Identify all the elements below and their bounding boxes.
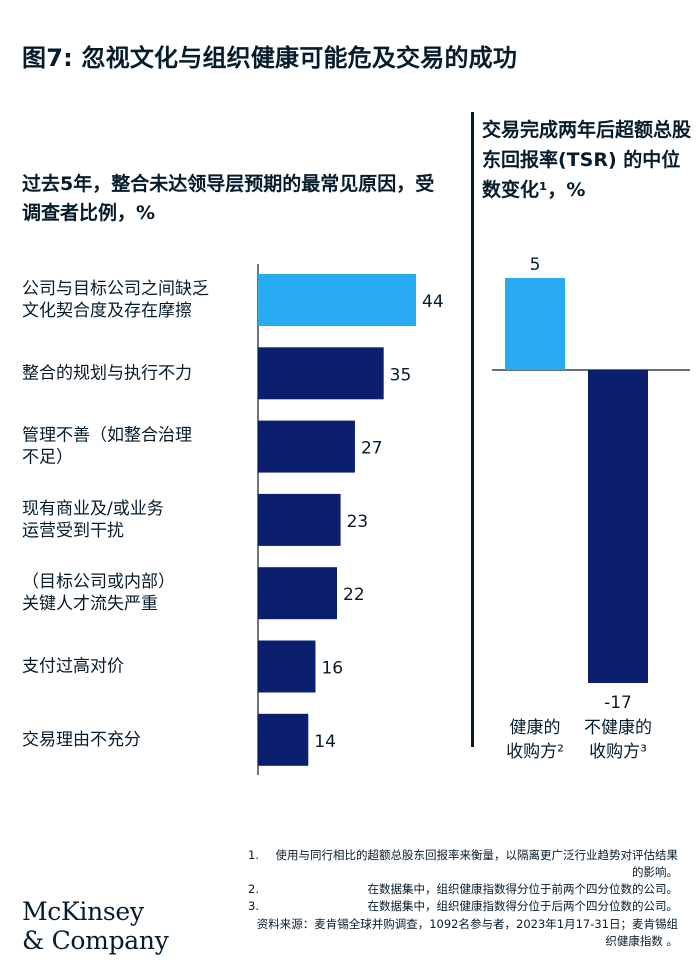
- tsr-value-label-0: 5: [530, 255, 541, 275]
- category-label-5: 支付过高对价: [22, 657, 124, 677]
- mckinsey-logo: McKinsey & Company: [22, 897, 169, 955]
- category-label-2: 管理不善（如整合治理不足）: [22, 426, 192, 468]
- value-label-3: 23: [347, 512, 369, 532]
- value-label-2: 27: [361, 439, 383, 459]
- bar-5: [258, 640, 316, 693]
- bar-2: [258, 420, 355, 473]
- category-label-6: 交易理由不充分: [22, 730, 141, 750]
- tsr-category-label-1: 不健康的收购方³: [584, 718, 652, 762]
- tsr-category-label-0: 健康的收购方²: [506, 718, 564, 762]
- left-chart-title: 过去5年，整合未达领导层预期的最常见原因，受调查者比例，%: [22, 173, 435, 224]
- footnote-number: 1.: [248, 848, 259, 862]
- bar-6: [258, 713, 309, 766]
- tsr-bar-0: [505, 277, 565, 370]
- panel-divider: [471, 112, 474, 747]
- footnote-text: 使用与同行相比的超额总股东回报率来衡量，以隔离更广泛行业趋势对评估结果的影响。: [275, 848, 679, 879]
- logo-line-2: & Company: [22, 926, 169, 955]
- bar-4: [258, 567, 337, 620]
- value-label-4: 22: [343, 585, 365, 605]
- logo-line-1: McKinsey: [22, 897, 144, 926]
- footnote-text: 在数据集中，组织健康指数得分位于后两个四分位数的公司。: [367, 899, 679, 913]
- value-label-6: 14: [314, 732, 336, 752]
- source-note: 资料来源：麦肯锡全球并购调查，1092名参与者，2023年1月17-31日；麦肯…: [256, 917, 678, 948]
- category-label-0: 公司与目标公司之间缺乏文化契合度及存在摩擦: [22, 279, 209, 321]
- value-label-1: 35: [390, 365, 412, 385]
- footnotes: 1. 使用与同行相比的超额总股东回报率来衡量，以隔离更广泛行业趋势对评估结果的影响…: [248, 847, 678, 950]
- footnote-1: 1. 使用与同行相比的超额总股东回报率来衡量，以隔离更广泛行业趋势对评估结果的影响…: [248, 847, 678, 881]
- right-bar-chart: 5 健康的收购方² -17 不健康的收购方³: [492, 255, 690, 762]
- bar-3: [258, 493, 341, 546]
- footnote-number: 2.: [248, 882, 259, 896]
- tsr-bar-1: [588, 370, 648, 683]
- figure-title: 图7: 忽视文化与组织健康可能危及交易的成功: [22, 44, 518, 72]
- bar-1: [258, 347, 384, 400]
- value-label-5: 16: [321, 659, 343, 679]
- category-label-3: 现有商业及/或业务运营受到干扰: [22, 499, 164, 541]
- category-label-1: 整合的规划与执行不力: [22, 363, 192, 383]
- footnote-text: 在数据集中，组织健康指数得分位于前两个四分位数的公司。: [367, 882, 679, 896]
- footnote-number: 3.: [248, 899, 259, 913]
- right-chart-title: 交易完成两年后超额总股东回报率(TSR) 的中位数变化¹，%: [482, 119, 692, 201]
- bar-0: [258, 274, 416, 326]
- category-label-4: （目标公司或内部）关键人才流失严重: [22, 572, 175, 614]
- footnote-list: 1. 使用与同行相比的超额总股东回报率来衡量，以隔离更广泛行业趋势对评估结果的影响…: [248, 847, 678, 915]
- left-bar-chart: 44 公司与目标公司之间缺乏文化契合度及存在摩擦 35 整合的规划与执行不力 27 管理不…: [22, 264, 444, 775]
- footnote-2: 2. 在数据集中，组织健康指数得分位于前两个四分位数的公司。: [248, 881, 678, 898]
- tsr-value-label-1: -17: [604, 693, 632, 713]
- value-label-0: 44: [422, 292, 444, 312]
- footnote-3: 3. 在数据集中，组织健康指数得分位于后两个四分位数的公司。: [248, 898, 678, 915]
